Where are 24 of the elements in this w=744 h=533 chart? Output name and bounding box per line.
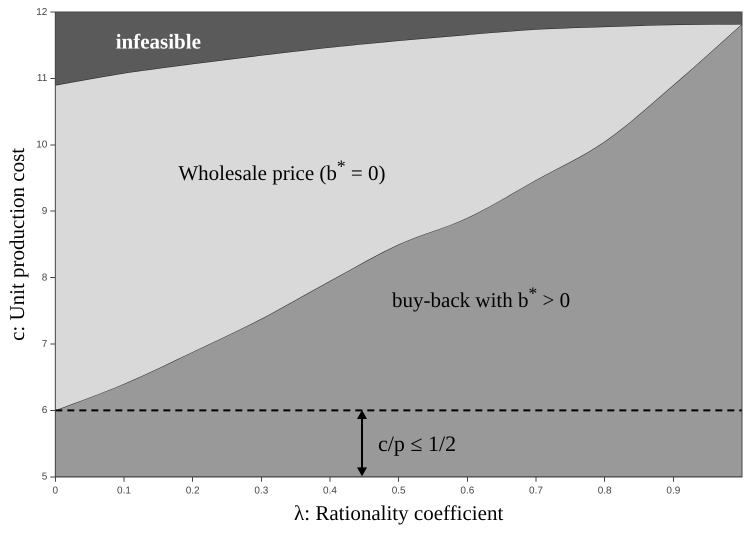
x-tick-label: 0.1 xyxy=(117,486,132,497)
x-tick-label: 0.9 xyxy=(666,486,681,497)
x-tick-label: 0.5 xyxy=(392,486,406,497)
x-tick-label: 0.7 xyxy=(529,486,544,497)
x-tick-label: 0.2 xyxy=(186,486,200,497)
x-axis-title: λ: Rationality coefficient xyxy=(294,500,504,525)
y-tick-label: 11 xyxy=(36,73,48,84)
annotation: c/p ≤ 1/2 xyxy=(378,430,456,457)
y-tick-label: 6 xyxy=(42,405,48,416)
series-label: infeasible xyxy=(116,29,201,54)
x-tick-label: 0.8 xyxy=(598,486,612,497)
y-tick-label: 9 xyxy=(42,206,48,217)
series-label: buy-back with b$^{*}$ > 0 xyxy=(392,282,570,313)
y-tick-label: 5 xyxy=(42,472,48,483)
y-tick-label: 10 xyxy=(36,140,48,151)
x-tick-label: 0.6 xyxy=(460,486,475,497)
x-tick-label: 0 xyxy=(52,486,59,497)
y-tick-label: 12 xyxy=(36,6,48,18)
y-tick-label: 7 xyxy=(42,338,48,350)
x-tick-label: 0.3 xyxy=(254,486,269,497)
x-tick-label: 0.4 xyxy=(323,486,338,497)
y-axis-title: c: Unit production cost xyxy=(5,148,30,341)
series-label: Wholesale price (b$^{*}$ = 0) xyxy=(178,156,386,186)
y-tick-label: 8 xyxy=(42,272,48,284)
